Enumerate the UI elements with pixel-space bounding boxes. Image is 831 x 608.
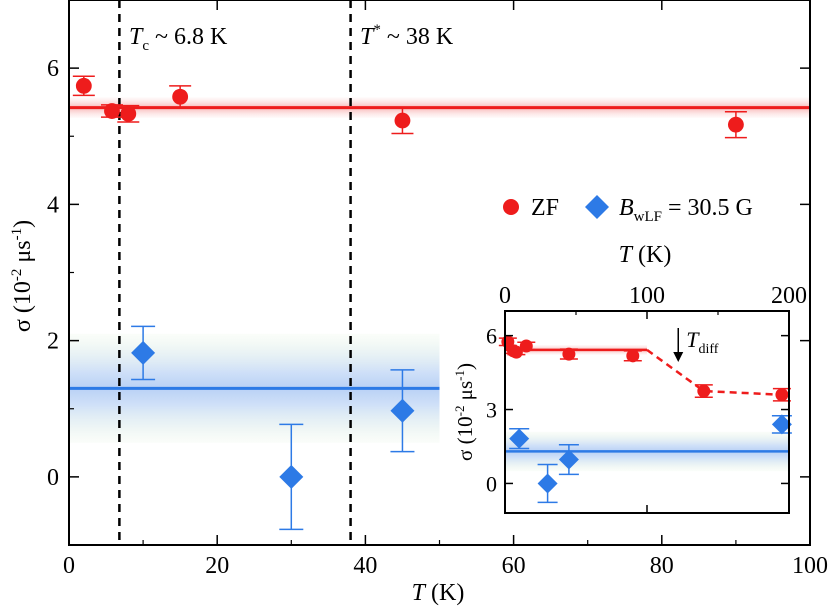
- main-x-axis-label: T (K): [412, 580, 465, 606]
- zf-point: [75, 77, 92, 94]
- inset-lf-point: [509, 428, 530, 449]
- vline-tc-label: Tc ~ 6.8 K: [129, 24, 228, 54]
- x-tick-label: 40: [353, 553, 377, 579]
- inset-lf-point: [771, 414, 792, 435]
- inset-x-tick-label: 100: [629, 283, 665, 309]
- x-tick-label: 60: [502, 553, 526, 579]
- y-tick-label: 0: [47, 465, 59, 491]
- vline-tstar-label: T* ~ 38 K: [360, 22, 454, 50]
- inset-x-axis-label: T (K): [619, 242, 672, 268]
- inset-zf-point: [562, 347, 576, 361]
- main-plot-lines: [69, 0, 810, 545]
- zf-point: [727, 116, 744, 133]
- inset-points: [498, 335, 792, 504]
- legend-lf-marker: [585, 195, 609, 219]
- inset-y-tick-label: 0: [486, 471, 497, 496]
- inset-y-tick-label: 6: [486, 324, 497, 349]
- y-tick-label: 2: [47, 329, 59, 355]
- y-tick-label: 6: [47, 56, 59, 82]
- inset-zf-point: [697, 384, 711, 398]
- x-tick-label: 0: [63, 553, 75, 579]
- inset-tdiff-annotation: Tdiff: [673, 327, 719, 362]
- y-tick-label: 4: [47, 192, 59, 218]
- inset-lf-point: [537, 473, 558, 494]
- x-tick-label: 80: [650, 553, 674, 579]
- zf-point: [394, 112, 411, 129]
- tdiff-arrow-head: [673, 352, 684, 362]
- main-plot-points: [72, 75, 747, 531]
- inset-axes: 0 100 200 0 3 6: [486, 283, 807, 514]
- inset-y-tick-label: 3: [486, 398, 497, 423]
- lf-point: [279, 464, 304, 489]
- inset-zf-point: [775, 388, 789, 402]
- inset-zf-point: [519, 339, 533, 353]
- inset-zf-trend-line: [646, 348, 782, 397]
- x-tick-label: 100: [792, 553, 828, 579]
- lf-point: [390, 398, 415, 423]
- tdiff-label: Tdiff: [686, 327, 719, 357]
- zf-point: [104, 103, 120, 119]
- legend-zf-marker: [503, 199, 519, 215]
- inset-zf-point: [509, 345, 523, 359]
- inset-y-axis-label: σ (10-2 μs-1): [452, 363, 477, 461]
- inset-x-tick-label: 200: [771, 283, 807, 309]
- main-y-axis-label: σ (10-2 μs-1): [9, 220, 36, 332]
- legend-zf-label: ZF: [531, 195, 559, 221]
- x-tick-label: 20: [205, 553, 229, 579]
- legend-lf-label: BwLF = 30.5 G: [619, 195, 753, 225]
- lf-point: [131, 340, 156, 365]
- inset-zf-point: [626, 349, 640, 363]
- zf-point: [120, 105, 137, 122]
- inset-lf-point: [558, 449, 579, 470]
- legend: ZF BwLF = 30.5 G: [503, 195, 753, 225]
- inset-x-tick-label: 0: [499, 283, 511, 309]
- zf-point: [172, 88, 189, 105]
